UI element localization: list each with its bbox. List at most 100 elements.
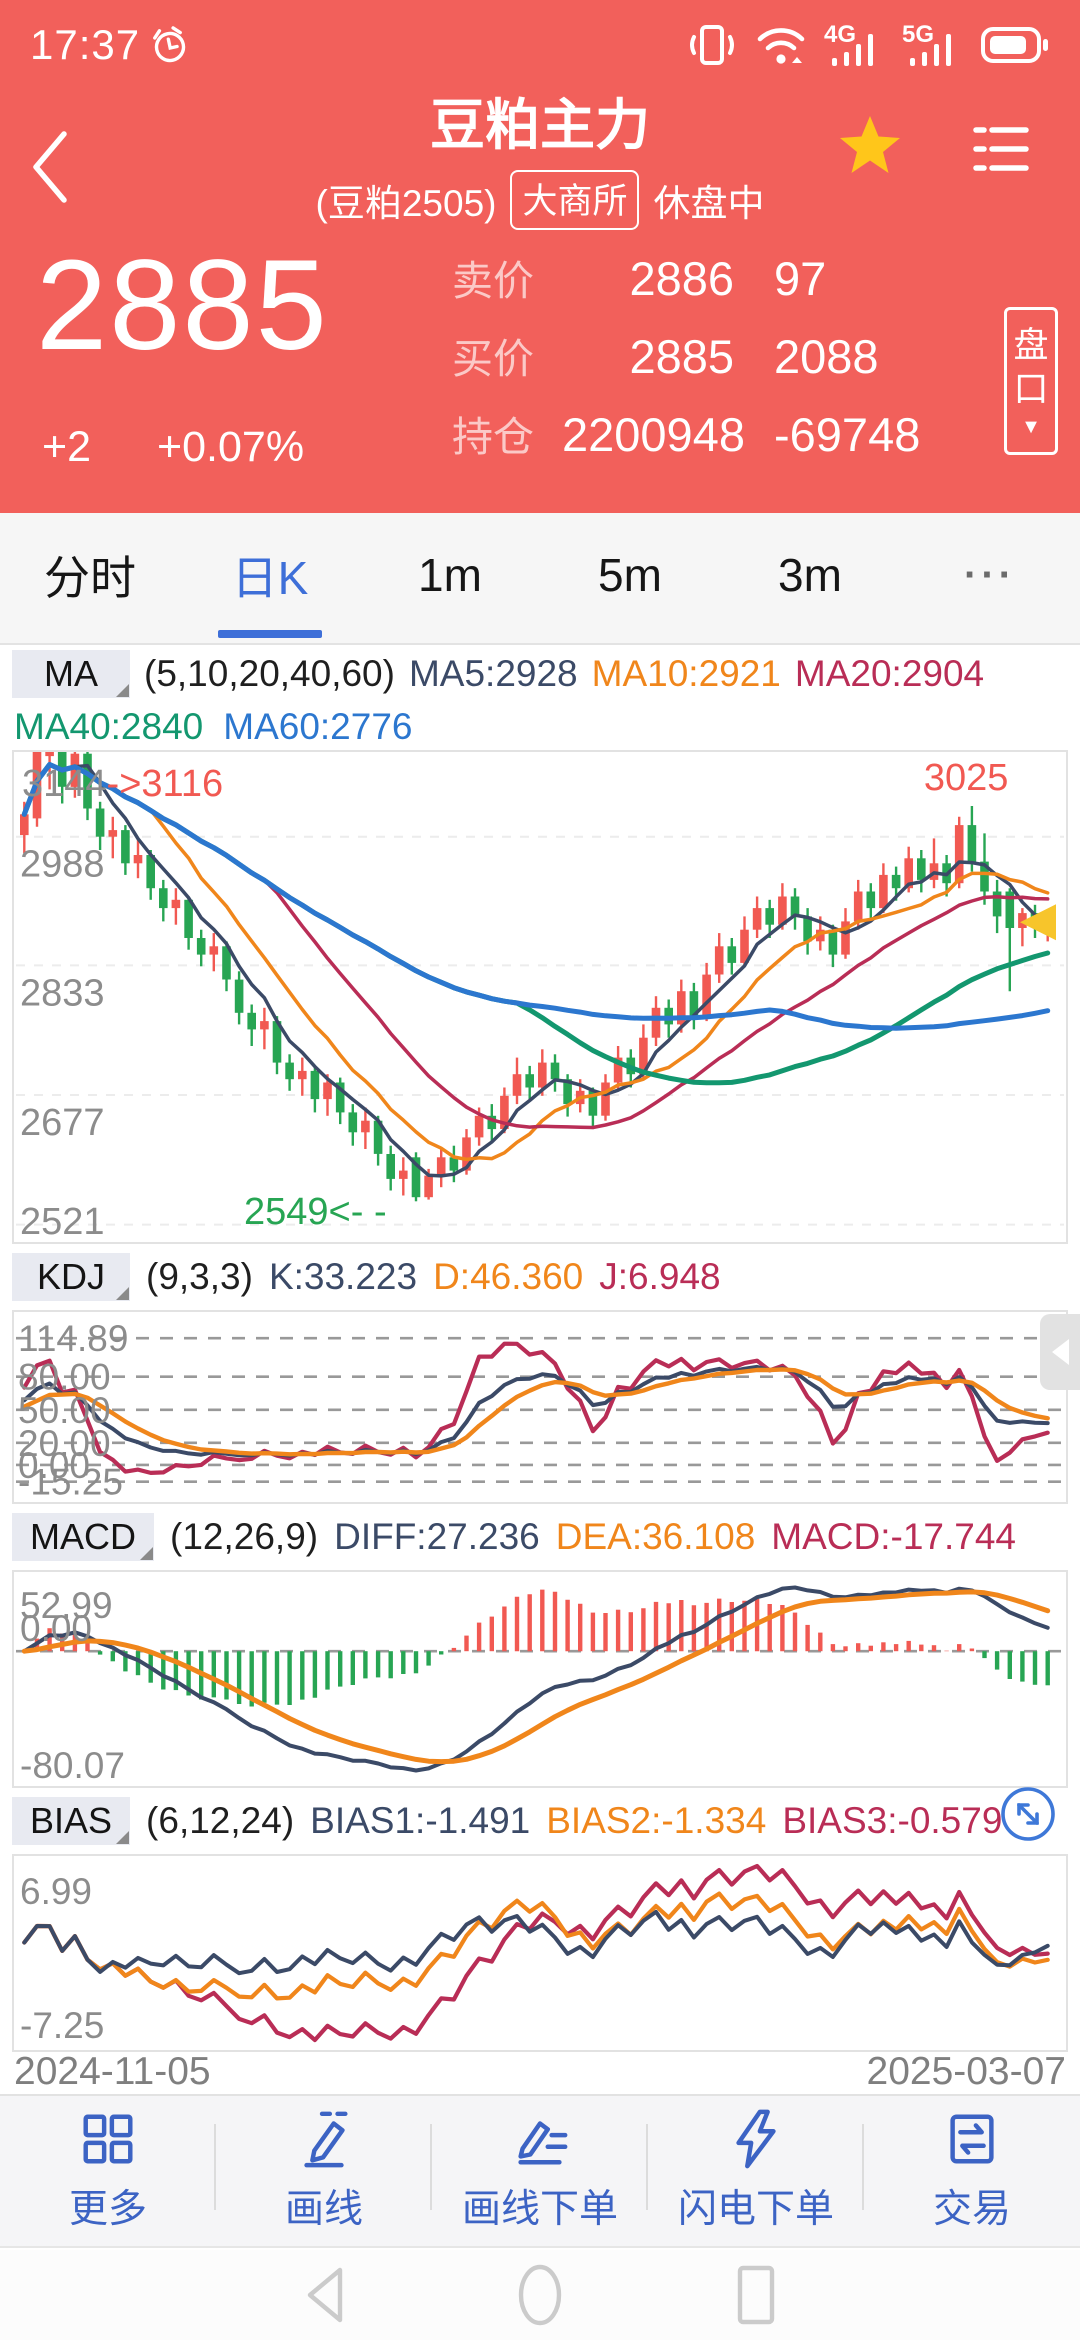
session-status: 休盘中: [653, 183, 765, 224]
ma-indicator-header: MA (5,10,20,40,60) MA5:2928 MA10:2921 MA…: [0, 645, 1080, 750]
macd-indicator-chip[interactable]: MACD: [12, 1513, 154, 1561]
ask-label: 卖价: [452, 258, 534, 304]
tab-5m[interactable]: 5m: [598, 549, 662, 601]
open-interest-value: 2200948: [562, 408, 745, 461]
wifi-icon: [757, 28, 805, 64]
macd-dea-value: DEA:36.108: [555, 1516, 756, 1557]
macd-indicator-header: MACD (12,26,9) DIFF:27.236 DEA:36.108 MA…: [0, 1504, 1080, 1570]
kdj-j-value: J:6.948: [599, 1256, 721, 1297]
ma10-value: MA10:2921: [591, 653, 781, 694]
svg-text:2677: 2677: [20, 1102, 105, 1144]
trade-transfer-icon: [950, 2114, 994, 2164]
battery-icon: [981, 27, 1048, 63]
svg-text:2988: 2988: [20, 844, 105, 886]
tab-timeline[interactable]: 分时: [44, 552, 136, 604]
pane-drag-handle[interactable]: [1040, 1314, 1080, 1390]
lightning-order-button[interactable]: 闪电下单: [648, 2096, 864, 2246]
svg-text:0.00: 0.00: [18, 1445, 90, 1486]
draw-line-order-button[interactable]: 画线下单: [432, 2096, 648, 2246]
ma-indicator-chip[interactable]: MA: [12, 650, 130, 698]
ma20-value: MA20:2904: [794, 653, 985, 694]
signal-4g-icon: 4G: [824, 21, 873, 66]
svg-text:5G: 5G: [902, 21, 934, 48]
android-home-icon[interactable]: [514, 2264, 566, 2326]
android-navbar: [0, 2250, 1080, 2340]
chevron-down-icon: ▼: [1021, 415, 1041, 438]
svg-text:80.00: 80.00: [18, 1357, 111, 1398]
android-back-icon[interactable]: [302, 2264, 346, 2326]
back-button[interactable]: [28, 128, 72, 206]
lightning-icon: [736, 2109, 776, 2169]
quote-list-menu-icon[interactable]: [972, 124, 1030, 174]
vibrate-icon: [690, 25, 734, 65]
svg-text:6.99: 6.99: [20, 1871, 92, 1912]
ma60-value: MA60:2776: [223, 705, 413, 747]
status-bar: 17:37: [0, 0, 1080, 90]
kdj-d-value: D:46.360: [433, 1256, 584, 1297]
expand-fullscreen-icon[interactable]: [998, 1784, 1058, 1844]
bid-label: 买价: [452, 336, 534, 382]
contract-code: (豆粕2505): [315, 183, 497, 224]
macd-chart[interactable]: 52.99 0.00 -80.07: [12, 1570, 1068, 1788]
macd-diff-value: DIFF:27.236: [334, 1516, 540, 1557]
more-button[interactable]: 更多: [0, 2096, 216, 2246]
title-bar: 豆粕主力 (豆粕2505) 大商所 休盘中: [0, 90, 1080, 245]
svg-text:-80.07: -80.07: [20, 1745, 125, 1786]
draw-line-button[interactable]: 画线: [216, 2096, 432, 2246]
ask-price: 2886: [629, 252, 734, 305]
svg-text:0.00: 0.00: [20, 1608, 92, 1649]
bias-indicator-chip[interactable]: BIAS: [12, 1797, 131, 1845]
page-title: 豆粕主力: [429, 94, 650, 156]
svg-text:2521: 2521: [20, 1201, 105, 1242]
kdj-k-value: K:33.223: [268, 1256, 418, 1297]
ask-row: 卖价 2886 97: [452, 247, 952, 325]
svg-text:50.00: 50.00: [18, 1390, 111, 1431]
bias3-value: BIAS3:-0.579: [782, 1800, 1003, 1841]
android-recents-icon[interactable]: [734, 2264, 778, 2326]
bottom-toolbar: 更多 画线 画线下单: [0, 2094, 1080, 2248]
kdj-params: (9,3,3): [146, 1256, 253, 1297]
bid-price: 2885: [629, 330, 734, 383]
favorite-star-icon[interactable]: [838, 112, 902, 176]
svg-text:2549<- -: 2549<- -: [244, 1191, 387, 1233]
clock-time: 17:37: [30, 21, 141, 68]
svg-text:52.99: 52.99: [20, 1585, 113, 1626]
open-interest-change: -69748: [774, 408, 921, 461]
svg-text:4G: 4G: [824, 21, 856, 48]
tab-daily-k[interactable]: 日K: [180, 542, 360, 614]
alarm-icon: [153, 26, 186, 63]
svg-text:114.89: 114.89: [18, 1318, 128, 1359]
exchange-badge: 大商所: [510, 170, 640, 230]
kdj-indicator-header: KDJ (9,3,3) K:33.223 D:46.360 J:6.948: [0, 1244, 1080, 1310]
ask-volume: 97: [774, 252, 827, 305]
bias-chart[interactable]: 6.99 -7.25: [12, 1854, 1068, 2052]
svg-text:-15.25: -15.25: [18, 1462, 123, 1502]
svg-text:3025: 3025: [924, 757, 1009, 799]
date-range-start: 2024-11-05: [14, 2050, 211, 2093]
open-interest-label: 持仓: [452, 414, 534, 460]
candlestick-chart[interactable]: 2988 2833 2677 2521 3144->3116 3025 2549<- -: [12, 750, 1068, 1244]
period-tabbar: 分时 日K 1m 5m 3m ···: [0, 513, 1080, 645]
depth-quote-button[interactable]: 盘 口 ▼: [1004, 307, 1058, 455]
ma5-value: MA5:2928: [408, 653, 578, 694]
price-change: +2: [42, 423, 92, 471]
kdj-chart[interactable]: 114.89 80.00 50.00 20.00 0.00 -15.25: [12, 1310, 1068, 1504]
bias1-value: BIAS1:-1.491: [310, 1800, 531, 1841]
quote-header-block: 17:37: [0, 0, 1080, 513]
chevron-left-icon: [1051, 1339, 1069, 1365]
price-change-pct: +0.07%: [157, 423, 305, 471]
tab-1m[interactable]: 1m: [418, 549, 482, 601]
trade-button[interactable]: 交易: [864, 2096, 1080, 2246]
bid-row: 买价 2885 2088: [452, 325, 952, 403]
signal-5g-icon: 5G: [902, 21, 951, 66]
draw-line-pencil-icon: [304, 2111, 348, 2168]
tab-3m[interactable]: 3m: [778, 549, 842, 601]
svg-text:20.00: 20.00: [18, 1423, 111, 1464]
svg-text:-7.25: -7.25: [20, 2005, 104, 2046]
tab-more-ellipsis[interactable]: ···: [964, 552, 1016, 597]
draw-order-pencil-icon: [518, 2121, 568, 2165]
macd-params: (12,26,9): [170, 1516, 319, 1557]
ma-params: (5,10,20,40,60): [144, 653, 395, 694]
svg-text:3144->3116: 3144->3116: [22, 763, 223, 805]
kdj-indicator-chip[interactable]: KDJ: [12, 1253, 130, 1301]
